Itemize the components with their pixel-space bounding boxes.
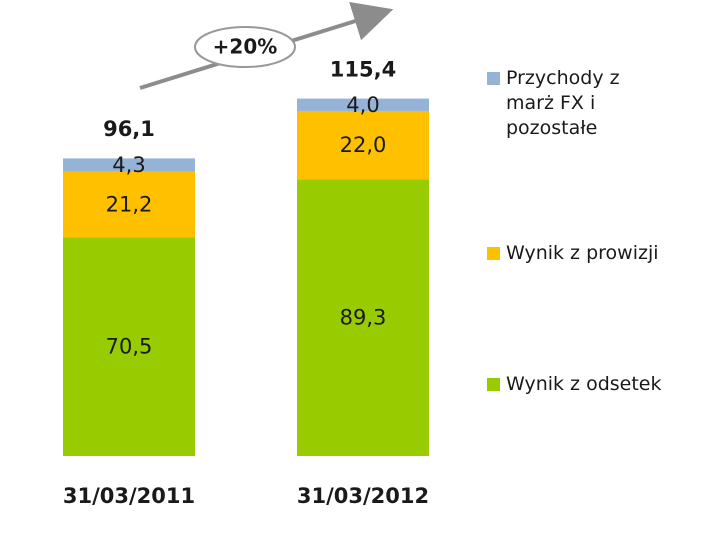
bar-segment — [297, 98, 429, 111]
annotation-bubble — [194, 26, 296, 68]
legend-swatch — [487, 378, 500, 391]
legend-swatch — [487, 72, 500, 85]
legend-label: Wynik z prowizji — [506, 242, 659, 264]
total-label: 96,1 — [103, 117, 155, 141]
data-label: 4,0 — [346, 93, 379, 117]
annotation: +20% — [213, 35, 278, 59]
bar-segment — [63, 171, 195, 238]
bar-segment — [63, 158, 195, 172]
bar-segment — [297, 179, 429, 457]
legend-label: Wynik z odsetek — [506, 373, 662, 395]
data-label: 70,5 — [106, 335, 153, 359]
x-tick-label: 31/03/2011 — [63, 484, 195, 508]
legend-label: Przychody z marż FX i pozostałe — [506, 67, 620, 139]
data-label: 21,2 — [106, 193, 153, 217]
x-tick-label: 31/03/2012 — [297, 484, 429, 508]
data-label: 89,3 — [340, 306, 387, 330]
data-label: 22,0 — [340, 133, 387, 157]
legend-swatch — [487, 247, 500, 260]
bar-segment — [63, 237, 195, 456]
bar-segment — [297, 110, 429, 180]
total-label: 115,4 — [330, 57, 396, 81]
data-label: 4,3 — [112, 153, 145, 177]
